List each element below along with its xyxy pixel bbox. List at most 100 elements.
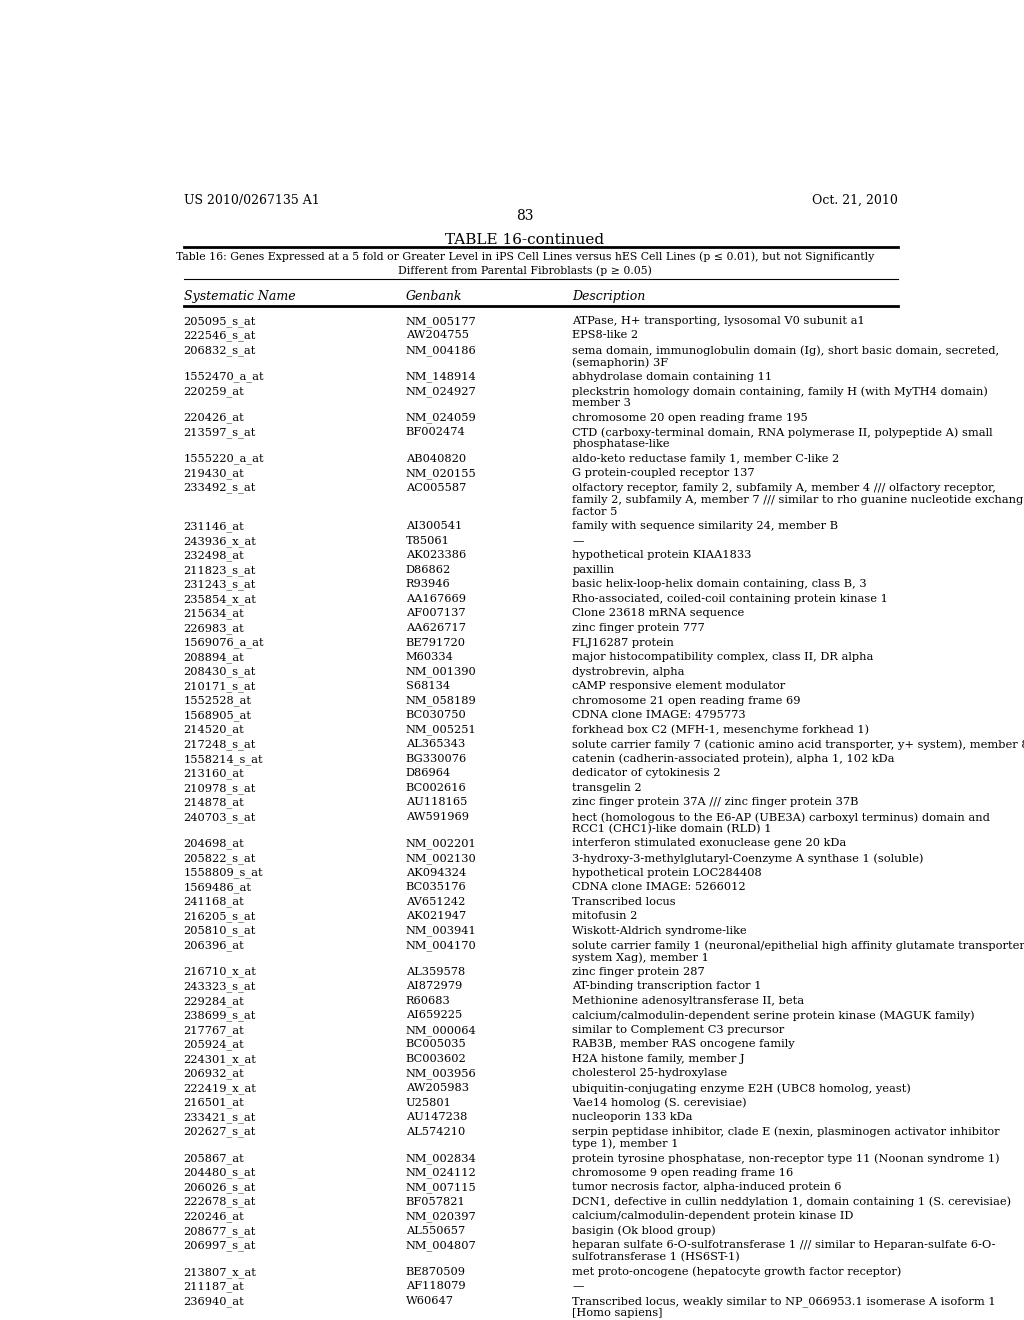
Text: 206997_s_at: 206997_s_at bbox=[183, 1241, 256, 1251]
Text: NM_005177: NM_005177 bbox=[406, 315, 476, 326]
Text: AA626717: AA626717 bbox=[406, 623, 466, 634]
Text: aldo-keto reductase family 1, member C-like 2: aldo-keto reductase family 1, member C-l… bbox=[572, 454, 840, 463]
Text: 1558214_s_at: 1558214_s_at bbox=[183, 754, 263, 764]
Text: 206832_s_at: 206832_s_at bbox=[183, 345, 256, 355]
Text: AW591969: AW591969 bbox=[406, 812, 469, 822]
Text: basigin (Ok blood group): basigin (Ok blood group) bbox=[572, 1226, 716, 1237]
Text: CTD (carboxy-terminal domain, RNA polymerase II, polypeptide A) small: CTD (carboxy-terminal domain, RNA polyme… bbox=[572, 428, 993, 438]
Text: 213807_x_at: 213807_x_at bbox=[183, 1267, 256, 1278]
Text: major histocompatibility complex, class II, DR alpha: major histocompatibility complex, class … bbox=[572, 652, 873, 663]
Text: 206396_at: 206396_at bbox=[183, 940, 245, 950]
Text: Methionine adenosyltransferase II, beta: Methionine adenosyltransferase II, beta bbox=[572, 995, 805, 1006]
Text: 222546_s_at: 222546_s_at bbox=[183, 330, 256, 341]
Text: 236940_at: 236940_at bbox=[183, 1296, 245, 1307]
Text: ubiquitin-conjugating enzyme E2H (UBC8 homolog, yeast): ubiquitin-conjugating enzyme E2H (UBC8 h… bbox=[572, 1082, 911, 1093]
Text: BF057821: BF057821 bbox=[406, 1197, 466, 1206]
Text: T85061: T85061 bbox=[406, 536, 450, 545]
Text: 220246_at: 220246_at bbox=[183, 1212, 245, 1222]
Text: dedicator of cytokinesis 2: dedicator of cytokinesis 2 bbox=[572, 768, 721, 779]
Text: Different from Parental Fibroblasts (p ≥ 0.05): Different from Parental Fibroblasts (p ≥… bbox=[398, 265, 651, 276]
Text: BE791720: BE791720 bbox=[406, 638, 466, 648]
Text: [Homo sapiens]: [Homo sapiens] bbox=[572, 1308, 663, 1317]
Text: RCC1 (CHC1)-like domain (RLD) 1: RCC1 (CHC1)-like domain (RLD) 1 bbox=[572, 824, 772, 834]
Text: 240703_s_at: 240703_s_at bbox=[183, 812, 256, 822]
Text: Genbank: Genbank bbox=[406, 289, 462, 302]
Text: NM_024059: NM_024059 bbox=[406, 413, 476, 424]
Text: chromosome 20 open reading frame 195: chromosome 20 open reading frame 195 bbox=[572, 413, 808, 422]
Text: family with sequence similarity 24, member B: family with sequence similarity 24, memb… bbox=[572, 521, 839, 531]
Text: 205095_s_at: 205095_s_at bbox=[183, 315, 256, 326]
Text: 1558809_s_at: 1558809_s_at bbox=[183, 867, 263, 878]
Text: AU118165: AU118165 bbox=[406, 797, 467, 808]
Text: solute carrier family 1 (neuronal/epithelial high affinity glutamate transporter: solute carrier family 1 (neuronal/epithe… bbox=[572, 940, 1024, 950]
Text: US 2010/0267135 A1: US 2010/0267135 A1 bbox=[183, 194, 319, 207]
Text: Rho-associated, coiled-coil containing protein kinase 1: Rho-associated, coiled-coil containing p… bbox=[572, 594, 888, 605]
Text: NM_004807: NM_004807 bbox=[406, 1241, 476, 1251]
Text: AL574210: AL574210 bbox=[406, 1127, 465, 1137]
Text: Oct. 21, 2010: Oct. 21, 2010 bbox=[812, 194, 898, 207]
Text: 216710_x_at: 216710_x_at bbox=[183, 966, 256, 978]
Text: sema domain, immunoglobulin domain (Ig), short basic domain, secreted,: sema domain, immunoglobulin domain (Ig),… bbox=[572, 345, 999, 355]
Text: factor 5: factor 5 bbox=[572, 507, 617, 516]
Text: AU147238: AU147238 bbox=[406, 1111, 467, 1122]
Text: 1569486_at: 1569486_at bbox=[183, 882, 252, 892]
Text: D86964: D86964 bbox=[406, 768, 451, 779]
Text: AI872979: AI872979 bbox=[406, 981, 462, 991]
Text: 83: 83 bbox=[516, 210, 534, 223]
Text: zinc finger protein 287: zinc finger protein 287 bbox=[572, 966, 706, 977]
Text: calcium/calmodulin-dependent protein kinase ID: calcium/calmodulin-dependent protein kin… bbox=[572, 1212, 854, 1221]
Text: AK023386: AK023386 bbox=[406, 550, 466, 560]
Text: NM_002834: NM_002834 bbox=[406, 1154, 476, 1164]
Text: met proto-oncogene (hepatocyte growth factor receptor): met proto-oncogene (hepatocyte growth fa… bbox=[572, 1267, 902, 1278]
Text: type 1), member 1: type 1), member 1 bbox=[572, 1139, 679, 1150]
Text: S68134: S68134 bbox=[406, 681, 450, 692]
Text: R60683: R60683 bbox=[406, 995, 451, 1006]
Text: AK094324: AK094324 bbox=[406, 867, 466, 878]
Text: AC005587: AC005587 bbox=[406, 483, 466, 492]
Text: 208677_s_at: 208677_s_at bbox=[183, 1226, 256, 1237]
Text: AV651242: AV651242 bbox=[406, 896, 465, 907]
Text: phosphatase-like: phosphatase-like bbox=[572, 440, 670, 449]
Text: 1552528_at: 1552528_at bbox=[183, 696, 252, 706]
Text: abhydrolase domain containing 11: abhydrolase domain containing 11 bbox=[572, 371, 772, 381]
Text: NM_007115: NM_007115 bbox=[406, 1183, 476, 1193]
Text: Transcribed locus, weakly similar to NP_066953.1 isomerase A isoform 1: Transcribed locus, weakly similar to NP_… bbox=[572, 1296, 996, 1307]
Text: sulfotransferase 1 (HS6ST-1): sulfotransferase 1 (HS6ST-1) bbox=[572, 1253, 740, 1263]
Text: NM_005251: NM_005251 bbox=[406, 725, 476, 735]
Text: solute carrier family 7 (cationic amino acid transporter, y+ system), member 8: solute carrier family 7 (cationic amino … bbox=[572, 739, 1024, 750]
Text: AL365343: AL365343 bbox=[406, 739, 465, 750]
Text: 210171_s_at: 210171_s_at bbox=[183, 681, 256, 692]
Text: 205924_at: 205924_at bbox=[183, 1039, 245, 1051]
Text: 216205_s_at: 216205_s_at bbox=[183, 911, 256, 921]
Text: 238699_s_at: 238699_s_at bbox=[183, 1010, 256, 1022]
Text: RAB3B, member RAS oncogene family: RAB3B, member RAS oncogene family bbox=[572, 1039, 795, 1049]
Text: ATPase, H+ transporting, lysosomal V0 subunit a1: ATPase, H+ transporting, lysosomal V0 su… bbox=[572, 315, 865, 326]
Text: 243323_s_at: 243323_s_at bbox=[183, 981, 256, 993]
Text: 1555220_a_at: 1555220_a_at bbox=[183, 454, 264, 465]
Text: 231146_at: 231146_at bbox=[183, 521, 245, 532]
Text: NM_003941: NM_003941 bbox=[406, 925, 476, 936]
Text: system Xag), member 1: system Xag), member 1 bbox=[572, 952, 710, 962]
Text: 241168_at: 241168_at bbox=[183, 896, 245, 907]
Text: mitofusin 2: mitofusin 2 bbox=[572, 911, 638, 921]
Text: chromosome 21 open reading frame 69: chromosome 21 open reading frame 69 bbox=[572, 696, 801, 706]
Text: 217248_s_at: 217248_s_at bbox=[183, 739, 256, 750]
Text: 235854_x_at: 235854_x_at bbox=[183, 594, 256, 605]
Text: cAMP responsive element modulator: cAMP responsive element modulator bbox=[572, 681, 785, 692]
Text: Transcribed locus: Transcribed locus bbox=[572, 896, 676, 907]
Text: 214878_at: 214878_at bbox=[183, 797, 245, 808]
Text: AI300541: AI300541 bbox=[406, 521, 462, 531]
Text: AL550657: AL550657 bbox=[406, 1226, 465, 1236]
Text: 205810_s_at: 205810_s_at bbox=[183, 925, 256, 936]
Text: 205867_at: 205867_at bbox=[183, 1154, 245, 1164]
Text: pleckstrin homology domain containing, family H (with MyTH4 domain): pleckstrin homology domain containing, f… bbox=[572, 385, 988, 396]
Text: cholesterol 25-hydroxylase: cholesterol 25-hydroxylase bbox=[572, 1068, 727, 1078]
Text: W60647: W60647 bbox=[406, 1296, 454, 1305]
Text: G protein-coupled receptor 137: G protein-coupled receptor 137 bbox=[572, 469, 755, 478]
Text: U25801: U25801 bbox=[406, 1097, 452, 1107]
Text: 1568905_at: 1568905_at bbox=[183, 710, 252, 721]
Text: forkhead box C2 (MFH-1, mesenchyme forkhead 1): forkhead box C2 (MFH-1, mesenchyme forkh… bbox=[572, 725, 869, 735]
Text: similar to Complement C3 precursor: similar to Complement C3 precursor bbox=[572, 1024, 784, 1035]
Text: BF002474: BF002474 bbox=[406, 428, 466, 437]
Text: paxillin: paxillin bbox=[572, 565, 614, 574]
